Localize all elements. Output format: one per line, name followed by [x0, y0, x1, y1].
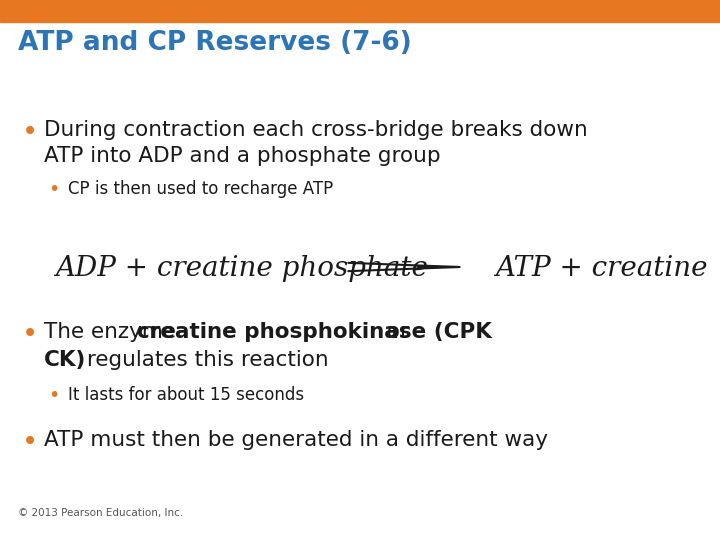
Text: CP is then used to recharge ATP: CP is then used to recharge ATP	[68, 180, 333, 198]
Text: It lasts for about 15 seconds: It lasts for about 15 seconds	[68, 386, 304, 404]
Text: ATP into ADP and a phosphate group: ATP into ADP and a phosphate group	[44, 146, 441, 166]
Text: ADP + creatine phosphate: ADP + creatine phosphate	[55, 255, 428, 282]
Text: •: •	[22, 430, 38, 456]
Text: © 2013 Pearson Education, Inc.: © 2013 Pearson Education, Inc.	[18, 508, 184, 518]
Text: •: •	[48, 180, 59, 199]
Text: During contraction each cross-bridge breaks down: During contraction each cross-bridge bre…	[44, 120, 588, 140]
Text: •: •	[22, 120, 38, 146]
Text: ATP must then be generated in a different way: ATP must then be generated in a differen…	[44, 430, 548, 450]
Text: ATP + creatine: ATP + creatine	[495, 255, 708, 282]
Text: •: •	[48, 386, 59, 405]
Text: creatine phosphokinase (CPK: creatine phosphokinase (CPK	[137, 322, 492, 342]
Bar	[0, 0, 720, 22]
Text: regulates this reaction: regulates this reaction	[80, 350, 328, 370]
Text: The enzyme: The enzyme	[44, 322, 183, 342]
Text: ATP and CP Reserves (7-6): ATP and CP Reserves (7-6)	[18, 30, 412, 56]
Text: or: or	[380, 322, 409, 342]
Text: •: •	[22, 322, 38, 348]
Text: CK): CK)	[44, 350, 86, 370]
